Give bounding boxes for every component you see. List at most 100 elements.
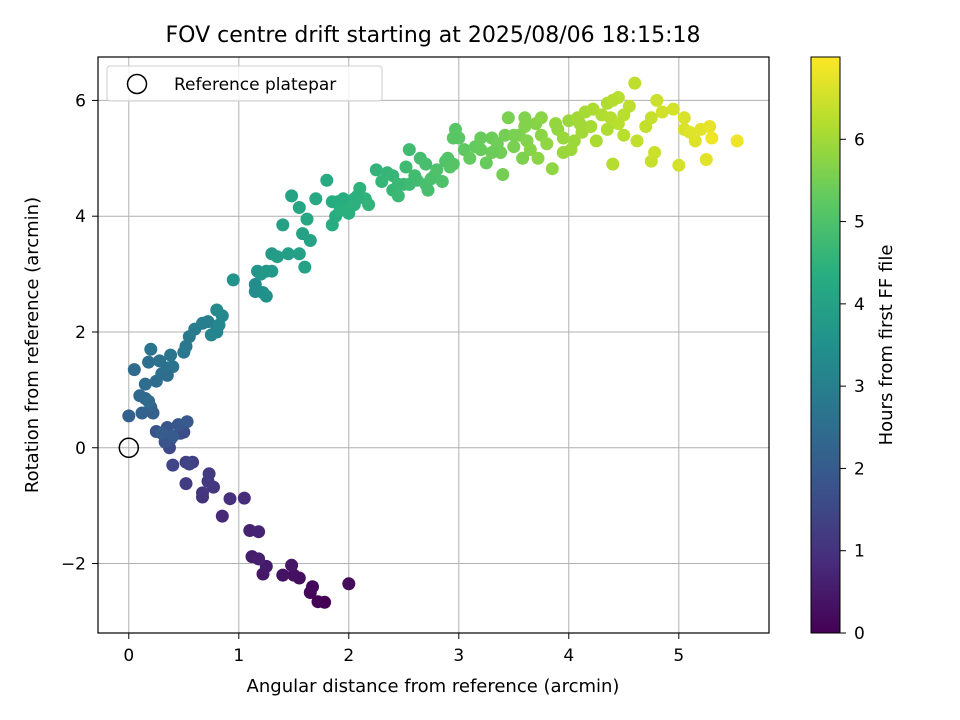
data-point [523, 143, 537, 157]
data-point [644, 111, 658, 125]
data-point [501, 111, 515, 125]
data-point [507, 128, 521, 142]
data-point [182, 457, 196, 471]
legend-label: Reference platepar [174, 75, 336, 95]
y-tick-label: 2 [75, 323, 86, 343]
y-axis-ticks: −2 0 2 4 6 [61, 91, 98, 575]
data-point [474, 131, 488, 145]
y-tick-label: 4 [75, 207, 86, 227]
data-point [166, 458, 180, 472]
data-point [606, 157, 620, 171]
data-point [215, 509, 229, 523]
data-point [226, 273, 240, 287]
x-tick-label: 2 [343, 646, 354, 666]
data-point [306, 580, 319, 594]
data-point [650, 93, 664, 107]
data-point [166, 429, 180, 443]
data-point [281, 247, 295, 261]
data-point [463, 151, 477, 165]
data-point [362, 198, 376, 212]
data-point [730, 134, 744, 148]
data-point [155, 426, 169, 440]
y-tick-label: 0 [75, 439, 86, 459]
data-point [485, 146, 499, 159]
data-point [556, 146, 570, 159]
data-point [180, 415, 194, 429]
data-point [617, 128, 631, 142]
data-point [672, 158, 686, 172]
data-point [600, 122, 614, 136]
data-point [630, 134, 644, 148]
data-point [320, 173, 334, 187]
x-tick-label: 1 [233, 646, 244, 666]
data-point [309, 192, 323, 206]
data-point [606, 93, 620, 107]
data-point [300, 212, 314, 226]
colorbar-ticks: 0 1 2 3 4 5 6 [840, 130, 865, 644]
data-point [142, 394, 156, 408]
data-point [144, 342, 158, 356]
data-point [556, 131, 570, 145]
data-point [210, 303, 224, 317]
data-point [285, 189, 299, 203]
data-point [474, 143, 488, 157]
data-point [202, 467, 216, 481]
data-point [419, 157, 433, 171]
x-axis-label: Angular distance from reference (arcmin) [247, 676, 620, 697]
data-point [336, 192, 350, 206]
data-point [204, 328, 218, 342]
reference-group [118, 437, 140, 459]
y-tick-label: −2 [61, 555, 86, 575]
colorbar [810, 56, 841, 634]
data-point [259, 289, 273, 303]
colorbar-tick-label: 6 [854, 130, 865, 150]
data-point [567, 134, 581, 148]
data-point [164, 348, 178, 362]
data-point [589, 134, 603, 148]
x-tick-label: 5 [673, 646, 684, 666]
data-point [435, 175, 449, 188]
colorbar-tick-label: 0 [854, 624, 865, 644]
data-point [248, 278, 262, 291]
data-point [516, 151, 530, 165]
data-point [391, 177, 405, 191]
data-point [292, 201, 306, 214]
data-point [287, 568, 301, 582]
x-tick-label: 3 [453, 646, 464, 666]
x-tick-label: 4 [563, 646, 574, 666]
data-point [391, 189, 405, 203]
data-point [223, 492, 237, 506]
data-point [270, 250, 284, 264]
data-point [237, 491, 251, 505]
data-point [699, 153, 713, 166]
data-point [160, 368, 174, 382]
data-point [688, 134, 702, 148]
y-tick-label: 6 [75, 91, 86, 111]
data-point [342, 206, 356, 220]
data-point [342, 577, 356, 591]
data-point [666, 102, 680, 116]
data-point [479, 156, 493, 170]
data-point [446, 157, 460, 171]
data-point [265, 264, 279, 278]
y-axis-label: Rotation from reference (arcmin) [22, 197, 43, 493]
data-point [276, 568, 290, 582]
data-point [142, 355, 156, 369]
data-point [430, 163, 444, 177]
data-point [153, 354, 167, 368]
data-point [298, 260, 312, 274]
data-point [648, 146, 662, 159]
data-point [402, 143, 416, 157]
data-point [617, 108, 631, 122]
data-point [446, 131, 460, 145]
data-point [292, 247, 306, 261]
legend: Reference platepar [106, 65, 383, 102]
data-point [296, 227, 310, 241]
colorbar-tick-label: 4 [854, 295, 865, 315]
legend-marker-circle [126, 73, 148, 95]
data-point [285, 558, 299, 572]
data-point [628, 76, 642, 90]
colorbar-tick-label: 1 [854, 542, 865, 562]
data-point [705, 131, 719, 145]
